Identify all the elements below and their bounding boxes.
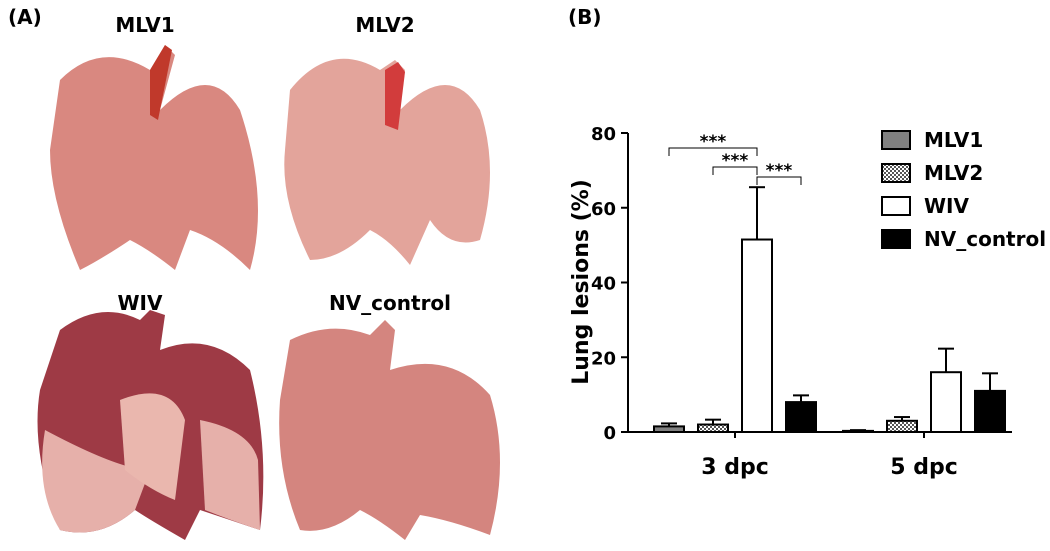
significance-bracket	[756, 176, 802, 185]
significance-bracket	[668, 147, 758, 156]
y-tick-label: 0	[603, 423, 616, 444]
y-tick-label: 20	[591, 348, 616, 369]
legend-label: MLV1	[924, 128, 983, 152]
x-tick-label: 5 dpc	[890, 455, 958, 480]
lung-photo	[50, 45, 258, 270]
bar	[974, 389, 1006, 434]
significance-label: ***	[722, 151, 749, 171]
legend-label: MLV2	[924, 161, 983, 185]
bar	[930, 371, 962, 434]
bar	[785, 401, 817, 434]
lung-photo	[37, 310, 264, 540]
photo-label: NV_control	[329, 291, 451, 315]
bar	[697, 423, 729, 433]
bar	[741, 238, 773, 433]
legend-label: NV_control	[924, 227, 1046, 251]
bar	[653, 425, 685, 433]
photo-label: MLV2	[355, 13, 414, 37]
photo-label: WIV	[118, 291, 164, 315]
x-tick-label: 3 dpc	[701, 455, 769, 480]
panel-label: (A)	[8, 5, 42, 29]
legend-swatch	[881, 130, 911, 150]
bar	[886, 419, 918, 434]
photo-label: MLV1	[115, 13, 174, 37]
significance-bracket	[712, 166, 758, 175]
y-tick-label: 60	[591, 199, 616, 220]
legend-swatch	[881, 196, 911, 216]
significance-label: ***	[700, 132, 727, 152]
panel-label: (B)	[568, 5, 602, 29]
legend-swatch	[881, 229, 911, 249]
y-tick-label: 40	[591, 274, 616, 295]
y-axis-title: Lung lesions (%)	[569, 179, 594, 385]
legend-swatch	[881, 163, 911, 183]
y-tick-label: 80	[591, 124, 616, 145]
lung-photo	[279, 320, 500, 540]
significance-label: ***	[766, 161, 793, 181]
legend-label: WIV	[924, 194, 970, 218]
lung-photo	[284, 58, 490, 265]
